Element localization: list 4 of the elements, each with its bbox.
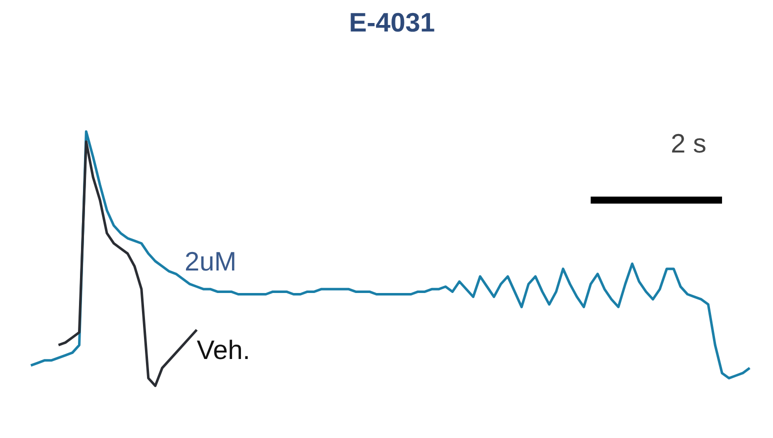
series-label: 2uM [184,246,236,276]
annotation: 2 s [670,128,706,158]
series-label: Veh. [196,334,250,365]
chart-title: E-4031 [349,8,436,38]
